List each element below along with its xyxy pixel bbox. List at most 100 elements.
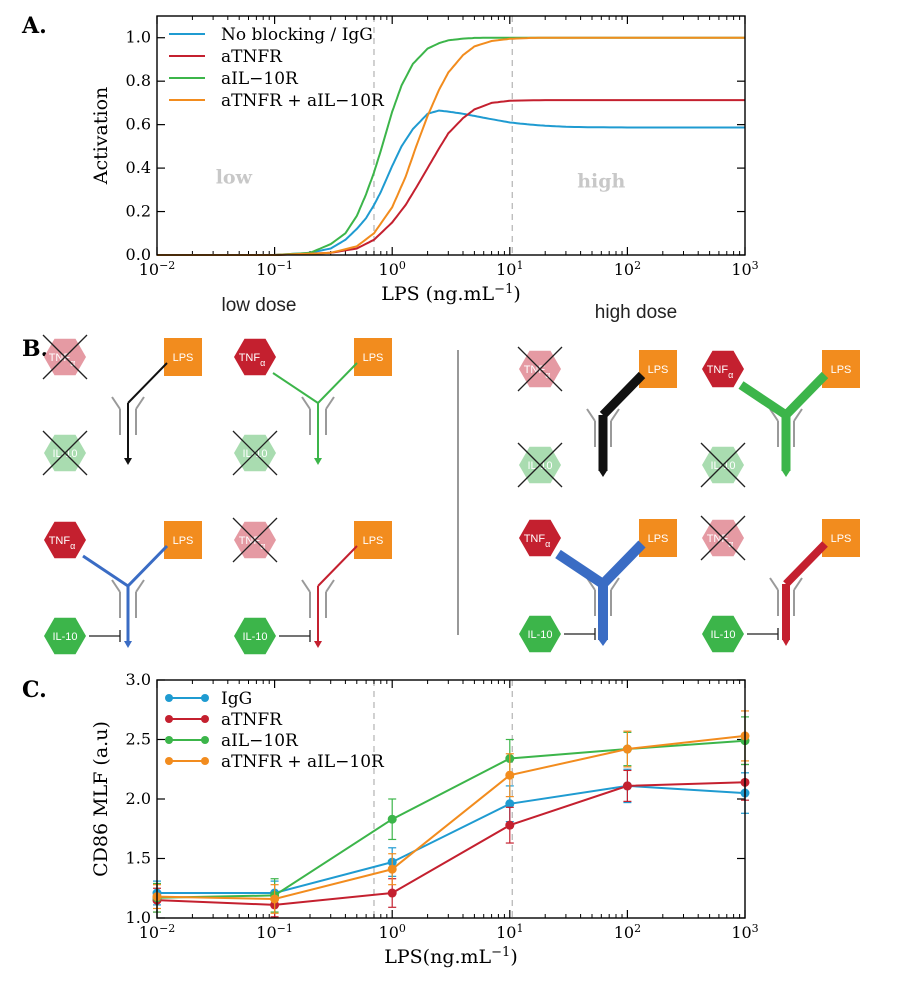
y-tick-label-4: 3.0 [126,670,151,689]
lps-box [639,350,677,388]
x-tick-label-0: 10−2 [139,922,176,943]
signal-arm [126,544,169,588]
receptor [793,408,803,422]
x-tick-label-0: 10−2 [139,259,176,280]
signal-arm [317,362,358,404]
lps-box [822,350,860,388]
receptor [325,579,335,593]
tnf-hexagon [702,350,744,388]
lps-label: LPS [831,533,852,545]
high-dose-label: high dose [595,302,677,323]
series-line-3 [156,734,746,901]
x-axis-label: LPS(ng.mL−1) [384,945,518,969]
tnf-label: TNFα [239,352,266,368]
il10-label: IL-10 [52,631,77,643]
receptor [586,408,596,422]
tnf-label: TNFα [707,533,734,549]
legend-label-3: aTNFR + aIL−10R [221,752,385,772]
tnf-label: TNFα [707,364,734,380]
signal-arm [599,371,646,419]
receptor [135,579,145,593]
panel-label-b: B. [22,336,48,362]
data-point [387,888,397,898]
legend-marker [201,757,209,765]
y-tick-label-2: 0.4 [126,158,151,177]
x-tick-label-4: 102 [614,922,641,943]
x-tick-label-4: 102 [614,259,641,280]
block-cross [517,346,563,392]
lps-label: LPS [831,364,852,376]
axes-frame [156,679,746,919]
x-tick-label-3: 101 [496,922,523,943]
lps-box [354,521,392,559]
lps-box [822,519,860,557]
receptor [325,396,335,410]
block-cross [42,334,88,380]
receptor [610,577,620,591]
lps-label: LPS [173,535,194,547]
tnf-hexagon [519,519,561,557]
tnf-label: TNFα [49,352,76,368]
lps-label: LPS [363,352,384,364]
data-point [387,864,397,874]
y-tick-label-0: 0.0 [126,245,151,264]
signal-arrowhead [314,458,322,465]
receptor [301,396,311,410]
panel-label-c: C. [22,677,47,703]
il10-hexagon [702,615,744,653]
il10-label: IL-10 [527,629,552,641]
low-dose-label: low dose [222,295,297,316]
panel-label-a: A. [21,13,47,39]
receptor [111,396,121,410]
lps-box [354,338,392,376]
y-axis-label: Activation [90,87,112,186]
il10-hexagon [234,617,276,655]
tnf-label: TNFα [239,535,266,551]
legend-marker [165,736,173,744]
lps-box [164,338,202,376]
lps-label: LPS [173,352,194,364]
region-label-high: high [577,171,625,193]
lps-label: LPS [648,533,669,545]
il10-label: IL-10 [52,448,77,460]
legend-marker [201,736,209,744]
lps-label: LPS [648,364,669,376]
tnf-hexagon [234,338,276,376]
tnf-label: TNFα [524,364,551,380]
signal-arrowhead [314,641,322,648]
y-tick-label-1: 0.2 [126,202,151,221]
data-point [622,744,632,754]
x-tick-label-3: 101 [496,259,523,280]
y-tick-label-1: 1.5 [126,849,151,868]
il10-label: IL-10 [242,448,267,460]
receptor [793,577,803,591]
y-tick-label-4: 0.8 [126,71,151,90]
signal-arrowhead [598,470,608,477]
block-cross [517,442,563,488]
receptor [769,408,779,422]
data-point [387,814,397,824]
lps-label: LPS [363,535,384,547]
data-point [505,770,515,780]
axes-frame [156,15,746,256]
il10-label: IL-10 [527,460,552,472]
data-point [622,781,632,791]
signal-arrowhead [598,639,608,646]
y-tick-label-2: 2.0 [126,789,151,808]
data-point [505,799,515,809]
diagram-b-receptor-signaling: low dose high dose TNFα LPS IL-10 TNFα LPS IL… [42,295,860,655]
block-cross [42,430,88,476]
block-cross [232,430,278,476]
tnf-hexagon [44,521,86,559]
legend-label-1: aTNFR [221,47,283,67]
signal-arm [317,545,358,587]
il10-label: IL-10 [710,460,735,472]
signal-arm [127,362,168,404]
series-line-0 [157,784,746,894]
signal-arrowhead [124,641,132,648]
legend-marker [165,757,173,765]
y-tick-label-5: 1.0 [126,28,151,47]
x-tick-label-1: 10−1 [256,259,293,280]
data-point [505,820,515,830]
